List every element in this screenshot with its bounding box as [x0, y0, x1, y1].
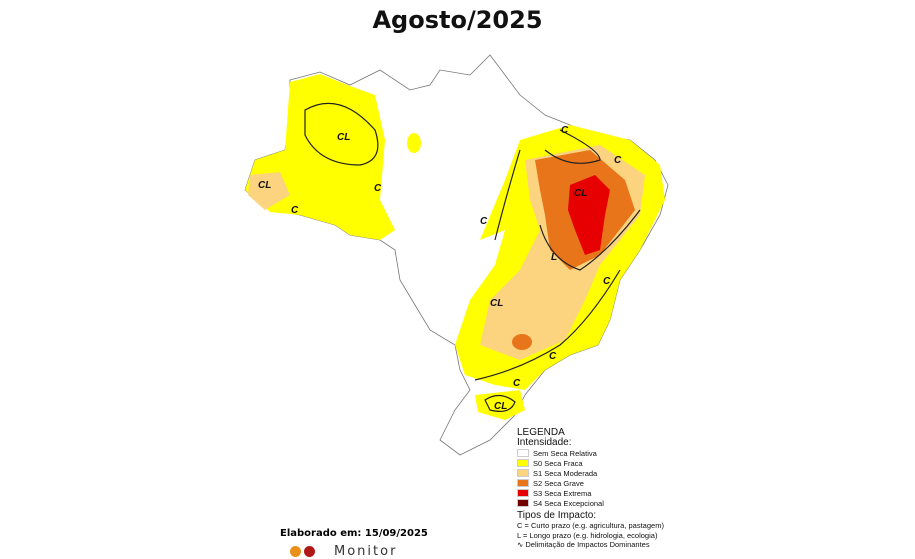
legend-intensity-title: Intensidade:	[517, 437, 572, 448]
legend-item: Sem Seca Relativa	[517, 448, 664, 458]
legend-swatch	[517, 499, 529, 507]
legend-item: S0 Seca Fraca	[517, 458, 664, 468]
impact-label: C	[374, 183, 382, 194]
region-s0-small	[407, 133, 421, 153]
legend-swatch	[517, 479, 529, 487]
logo-red-drop-icon	[304, 546, 315, 557]
impact-label: C	[291, 205, 299, 216]
legend-item: S2 Seca Grave	[517, 478, 664, 488]
region-s3-center	[568, 175, 610, 255]
legend-swatch	[517, 459, 529, 467]
logo-orange-drop-icon	[290, 546, 301, 557]
impact-label: C	[614, 155, 622, 166]
impact-label: CL	[490, 298, 503, 309]
impact-label: C	[513, 378, 521, 389]
legend-item-label: S0 Seca Fraca	[533, 458, 583, 468]
impact-boundaries	[304, 102, 641, 412]
legend-item: S4 Seca Excepcional	[517, 498, 664, 508]
legend-item-label: S3 Seca Extrema	[533, 488, 592, 498]
impact-label: C	[480, 216, 488, 227]
legend-swatch	[517, 469, 529, 477]
legend-item-label: Sem Seca Relativa	[533, 448, 597, 458]
legend-item: S3 Seca Extrema	[517, 488, 664, 498]
monitor-logo: Monitor	[290, 544, 397, 559]
legend: LEGENDA Intensidade: Sem Seca Relativa S0…	[517, 428, 664, 550]
legend-impact-line: Delimitação de Impactos Dominantes	[525, 540, 650, 549]
legend-item-label: S4 Seca Excepcional	[533, 498, 604, 508]
legend-item-label: S2 Seca Grave	[533, 478, 584, 488]
impact-label: C	[561, 125, 569, 136]
legend-swatch	[517, 489, 529, 497]
boundary-line-icon: ∿	[517, 540, 526, 549]
impact-label: C	[603, 276, 611, 287]
map-title: Agosto/2025	[372, 6, 543, 34]
legend-item-label: S1 Seca Moderada	[533, 468, 598, 478]
legend-impact-c: C = Curto prazo (e.g. agricultura, pasta…	[517, 521, 664, 530]
impact-label: CL	[337, 132, 350, 143]
legend-swatch	[517, 449, 529, 457]
region-s1-west	[248, 172, 290, 210]
monitor-text: Monitor	[334, 544, 398, 559]
region-s0-northwest	[245, 74, 395, 240]
region-s2-spot	[512, 334, 532, 350]
impact-label: C	[549, 351, 557, 362]
legend-heading: LEGENDA	[517, 427, 565, 438]
impact-label: CL	[494, 401, 507, 412]
elaboration-date: Elaborado em: 15/09/2025	[280, 528, 428, 539]
impact-label: CL	[574, 188, 587, 199]
legend-item: S1 Seca Moderada	[517, 468, 664, 478]
legend-impact-title: Tipos de Impacto:	[517, 510, 597, 521]
impact-label: L	[551, 252, 557, 263]
region-s0-south	[475, 390, 525, 420]
impact-label: CL	[258, 180, 271, 191]
legend-impact-l: L = Longo prazo (e.g. hidrologia, ecolog…	[517, 530, 658, 540]
